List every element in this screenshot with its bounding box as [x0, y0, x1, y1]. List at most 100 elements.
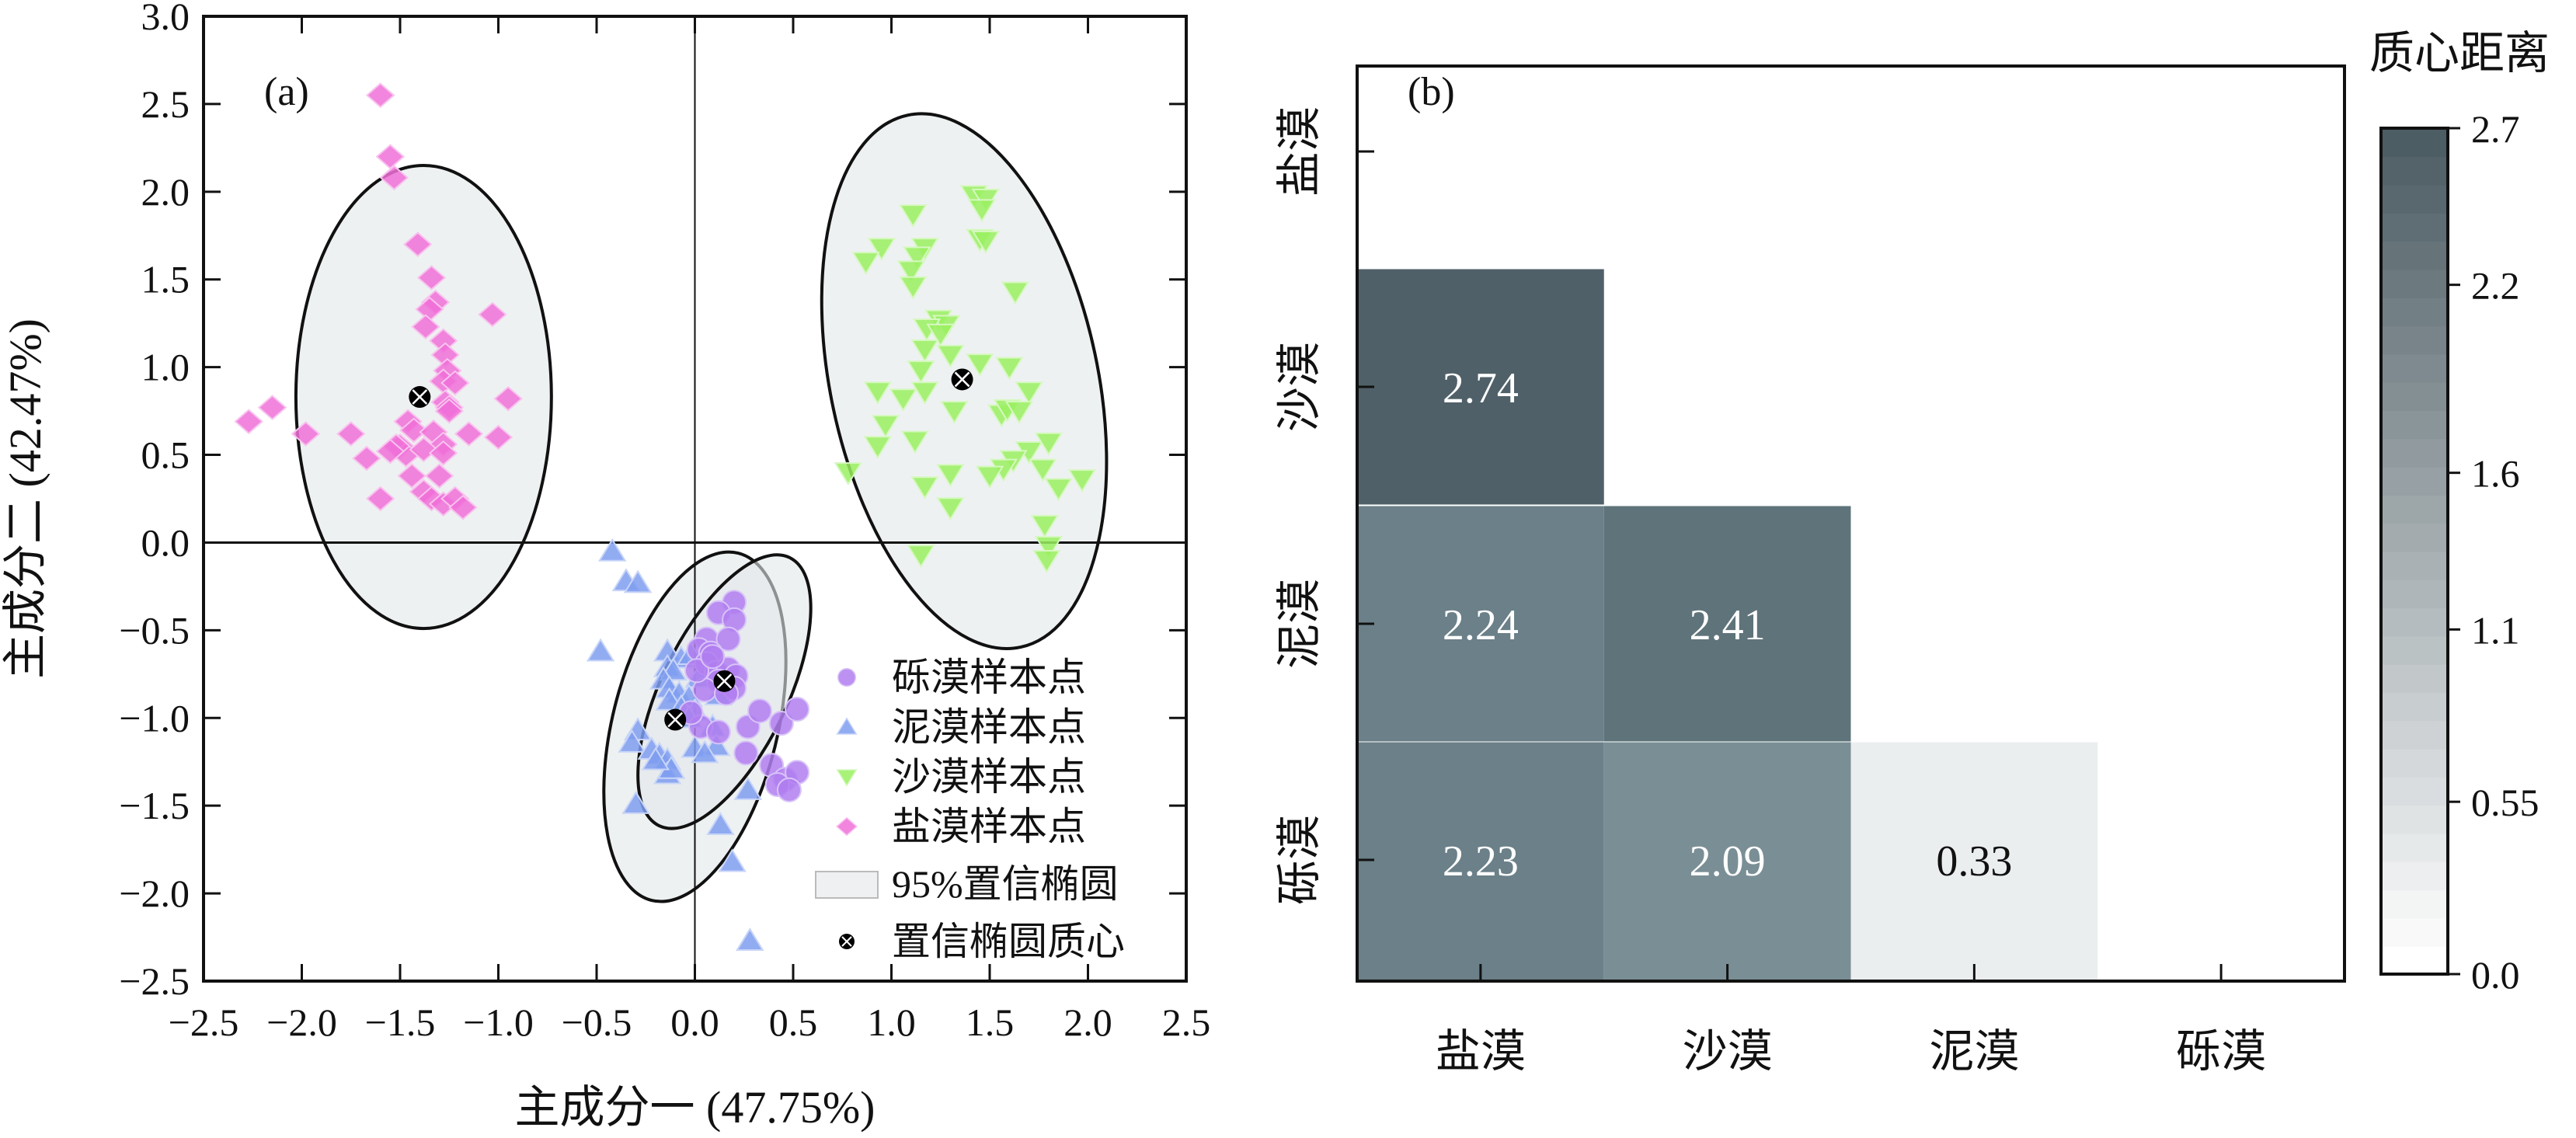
y-tick-label: −0.5 — [119, 608, 190, 652]
sand-desert-point — [871, 415, 900, 439]
salt-desert-point — [454, 421, 484, 447]
sand-desert-point — [1034, 535, 1063, 559]
colorbar-step — [2381, 663, 2448, 693]
colorbar-tick-label: 0.0 — [2471, 953, 2520, 997]
legend-item: 盐漠样本点 — [835, 805, 1086, 848]
salt-desert-point — [291, 421, 321, 447]
heatmap-cell-fill — [1850, 742, 2098, 981]
mud-desert-point — [586, 638, 615, 662]
salt-desert-point — [375, 438, 406, 465]
panel-label-a: (a) — [264, 70, 309, 114]
legend-label: 盐漠样本点 — [892, 805, 1086, 848]
heatmap-cell-fill — [1603, 742, 1851, 981]
colorbar-tick-label: 2.7 — [2471, 107, 2520, 151]
mud-desert-point — [621, 791, 650, 814]
x-tick-label: 1.0 — [867, 1001, 916, 1044]
colorbar-step — [2381, 748, 2448, 778]
colorbar-step — [2381, 551, 2448, 580]
colorbar-step — [2381, 156, 2448, 186]
sand-desert-point — [1067, 469, 1097, 493]
heatmap-x-tick-label: 砾漠 — [2176, 1026, 2266, 1077]
mud-desert-point — [618, 729, 646, 753]
sand-desert-point — [907, 360, 935, 385]
heatmap-cell: 2.41 — [1603, 506, 1851, 742]
y-tick-label: 1.0 — [141, 346, 190, 389]
mud-desert-point — [597, 538, 627, 562]
sand-desert-point — [1044, 478, 1073, 502]
salt-desert-point — [352, 445, 381, 472]
y-tick-label: −2.5 — [119, 959, 190, 1003]
mud-desert-point — [690, 740, 719, 764]
sand-desert-point — [995, 357, 1024, 381]
heatmap-cells: 2.74 2.24 2.41 2.23 2.09 0.33 — [1357, 269, 2098, 981]
sand-desert-point — [940, 401, 969, 425]
sand-desert-point — [863, 436, 893, 460]
y-tick-label: 2.5 — [141, 82, 190, 126]
colorbar-step — [2381, 269, 2448, 298]
legend-swatch-ellipse — [815, 871, 879, 899]
sand-desert-point — [1004, 401, 1034, 425]
heatmap-frame — [1356, 64, 2346, 983]
centroid-cross — [716, 673, 733, 689]
colorbar-step — [2381, 128, 2448, 158]
sand-desert-point — [863, 381, 893, 405]
colorbar-tick-label: 0.55 — [2471, 781, 2539, 824]
sand-desert-point — [903, 246, 931, 270]
colorbar-step — [2381, 579, 2448, 609]
salt-desert-point — [478, 301, 507, 328]
sample-points — [234, 82, 1097, 952]
colorbar-step — [2381, 889, 2448, 919]
sand-desert-point — [1030, 514, 1060, 538]
colorbar-step — [2381, 917, 2448, 947]
sand-desert-point — [907, 545, 935, 569]
heatmap-y-tick-label: 砾漠 — [1274, 815, 1325, 905]
colorbar-step — [2381, 325, 2448, 355]
heatmap-cell-fill — [1357, 742, 1604, 981]
y-tick-label: 0.0 — [141, 520, 190, 564]
sand-desert-point — [899, 276, 928, 300]
salt-desert-point — [399, 417, 429, 444]
centroid-marker — [664, 708, 687, 731]
heatmap-cell: 2.24 — [1357, 506, 1604, 742]
x-tick-label: −2.5 — [169, 1001, 239, 1044]
salt-desert-point — [397, 463, 426, 489]
heatmap-cell-fill — [1603, 506, 1851, 742]
colorbar-step — [2381, 861, 2448, 891]
colorbar-step — [2381, 466, 2448, 496]
centroid-cross — [412, 389, 428, 405]
colorbar-step — [2381, 212, 2448, 242]
colorbar-step — [2381, 494, 2448, 524]
colorbar-step — [2381, 410, 2448, 440]
heatmap-cell-value: 2.09 — [1690, 837, 1766, 886]
centroid-marker — [713, 670, 736, 692]
salt-desert-point — [493, 385, 523, 412]
salt-desert-point — [416, 265, 447, 291]
y-axis-title: 主成分二 (42.47%) — [0, 318, 50, 679]
pca-scatter-panel: −2.5 −2.0 −1.5 −1.0 −0.5 0.0 0.5 1.0 1.5 2.0 2.5 3… — [0, 0, 1210, 1133]
colorbar-tick-label: 2.2 — [2471, 264, 2520, 308]
gravel-desert-point — [733, 740, 759, 766]
x-tick-label: 2.0 — [1063, 1001, 1112, 1044]
legend-item: 沙漠样本点 — [836, 755, 1086, 799]
heatmap-x-ticks: 盐漠 沙漠 泥漠 砾漠 — [1436, 964, 2266, 1077]
x-tick-label: 0.0 — [670, 1001, 719, 1044]
sand-desert-point — [1001, 281, 1030, 305]
heatmap-x-tick-label: 盐漠 — [1436, 1026, 1526, 1077]
colorbar-step — [2381, 241, 2448, 270]
heatmap-cell-value: 2.23 — [1443, 837, 1519, 886]
x-axis-title: 主成分一 (47.75%) — [515, 1082, 875, 1133]
colorbar: 2.7 2.2 1.6 1.1 0.55 0.0 — [2379, 107, 2539, 997]
salt-desert-point — [428, 440, 458, 466]
sand-desert-point — [966, 353, 994, 378]
legend-label: 泥漠样本点 — [892, 705, 1086, 749]
heatmap-cell: 2.74 — [1357, 269, 1604, 505]
mud-desert-point — [641, 746, 670, 771]
colorbar-step — [2381, 805, 2448, 834]
salt-desert-point — [234, 409, 263, 434]
centroid-cross — [954, 371, 970, 388]
gravel-desert-point — [700, 644, 726, 670]
sand-desert-point — [910, 476, 939, 500]
sand-desert-point — [1034, 432, 1063, 456]
